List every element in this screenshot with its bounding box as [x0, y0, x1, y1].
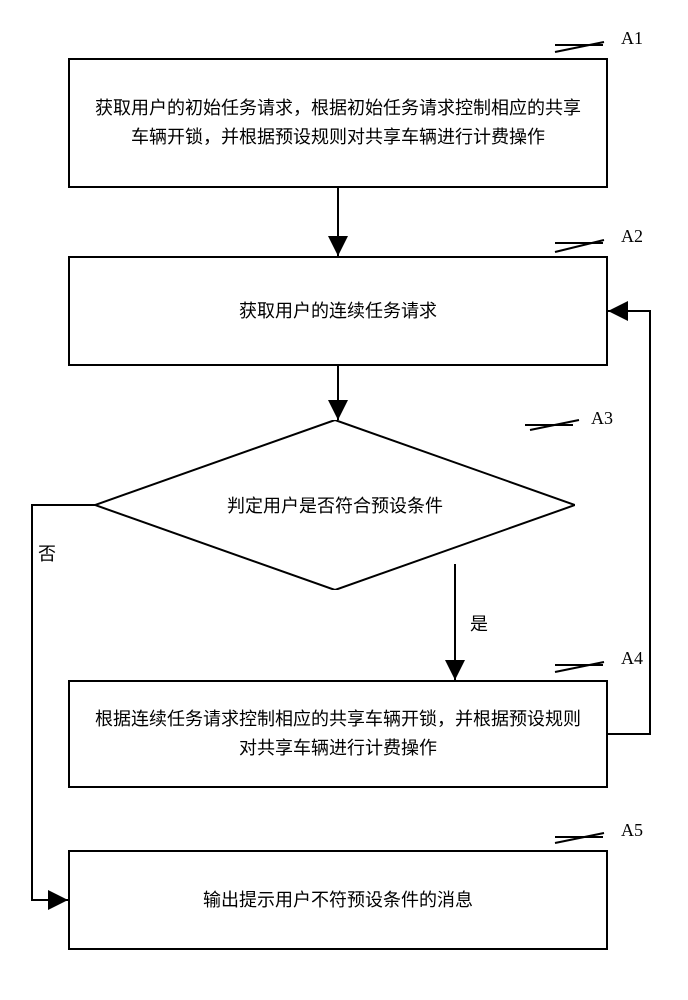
- edge-yes-label: 是: [470, 610, 488, 636]
- label-a4: A4: [555, 640, 615, 675]
- label-a1: A1: [555, 20, 615, 55]
- step-a5-text: 输出提示用户不符预设条件的消息: [203, 886, 473, 915]
- label-a3-text: A3: [591, 408, 613, 429]
- label-a5: A5: [555, 812, 615, 847]
- step-a2: 获取用户的连续任务请求: [68, 256, 608, 366]
- step-a1-text: 获取用户的初始任务请求，根据初始任务请求控制相应的共享车辆开锁，并根据预设规则对…: [90, 94, 586, 152]
- step-a4: 根据连续任务请求控制相应的共享车辆开锁，并根据预设规则对共享车辆进行计费操作: [68, 680, 608, 788]
- step-a1: 获取用户的初始任务请求，根据初始任务请求控制相应的共享车辆开锁，并根据预设规则对…: [68, 58, 608, 188]
- label-a2-text: A2: [621, 226, 643, 247]
- step-a5: 输出提示用户不符预设条件的消息: [68, 850, 608, 950]
- step-a4-text: 根据连续任务请求控制相应的共享车辆开锁，并根据预设规则对共享车辆进行计费操作: [90, 705, 586, 763]
- label-a4-text: A4: [621, 648, 643, 669]
- label-a5-text: A5: [621, 820, 643, 841]
- step-a2-text: 获取用户的连续任务请求: [239, 297, 437, 326]
- decision-a3: 判定用户是否符合预设条件: [95, 420, 575, 590]
- label-a2: A2: [555, 218, 615, 253]
- label-a3: A3: [525, 400, 585, 435]
- edge-no-label: 否: [38, 540, 56, 566]
- label-a1-text: A1: [621, 28, 643, 49]
- decision-a3-text: 判定用户是否符合预设条件: [227, 492, 443, 518]
- flowchart-container: 获取用户的初始任务请求，根据初始任务请求控制相应的共享车辆开锁，并根据预设规则对…: [0, 0, 688, 1000]
